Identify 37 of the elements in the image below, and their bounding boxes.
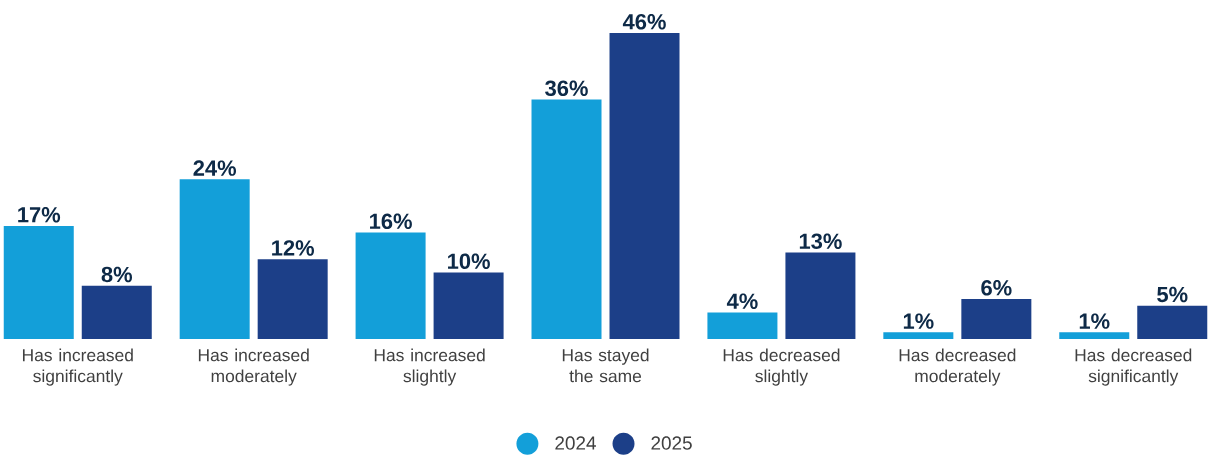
x-tick-label: Has stayed the same [562,348,649,383]
bar [355,232,426,339]
x-tick-label: Has decreased moderately [899,348,1016,386]
data-label: 10% [448,253,490,269]
data-label: 24% [193,160,237,176]
data-label: 16% [370,213,412,230]
bar [883,332,954,339]
bar [961,299,1032,339]
data-label: 4% [726,293,758,309]
data-label: 36% [545,80,588,97]
legend-label: 2025 [651,436,692,450]
bar [81,285,152,339]
bar [179,179,250,339]
data-label: 1% [1079,313,1110,329]
data-label: 8% [101,266,133,283]
bar [1059,332,1130,339]
x-tick-label: Has decreased significantly [1075,348,1192,386]
x-tick-label: Has increased slightly [374,348,485,386]
bar [531,99,602,339]
data-label: 5% [1157,286,1188,303]
bar [707,312,778,339]
legend-label: 2024 [555,436,596,450]
bar [785,252,856,339]
data-label: 17% [18,206,61,223]
x-tick-label: Has increased moderately [198,348,309,386]
bar [3,225,74,339]
data-label: 1% [903,313,934,329]
bar [609,33,680,339]
bar [257,259,328,339]
x-tick-label: Has increased significantly [22,348,133,386]
bar [1137,305,1208,339]
data-label: 13% [799,233,842,250]
x-tick-label: Has decreased slightly [723,348,840,386]
data-label: 46% [622,13,666,30]
bar [433,272,504,339]
data-label: 6% [981,280,1012,296]
data-label: 12% [272,240,315,256]
